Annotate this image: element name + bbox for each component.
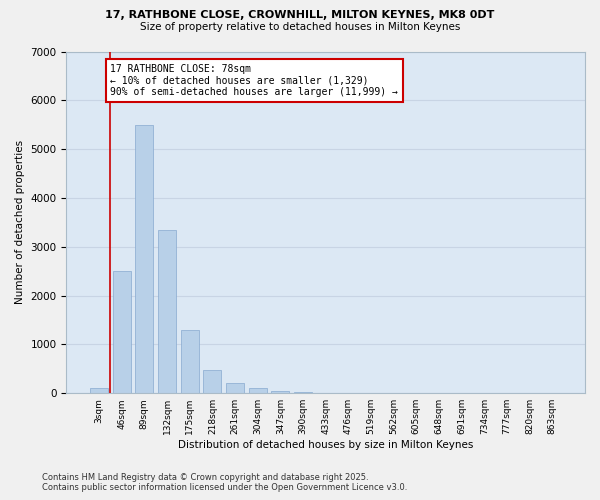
Bar <box>136 124 154 393</box>
Text: Size of property relative to detached houses in Milton Keynes: Size of property relative to detached ho… <box>140 22 460 32</box>
Bar <box>203 370 221 393</box>
Bar <box>181 330 199 393</box>
Text: 17 RATHBONE CLOSE: 78sqm
← 10% of detached houses are smaller (1,329)
90% of sem: 17 RATHBONE CLOSE: 78sqm ← 10% of detach… <box>110 64 398 97</box>
X-axis label: Distribution of detached houses by size in Milton Keynes: Distribution of detached houses by size … <box>178 440 473 450</box>
Text: Contains HM Land Registry data © Crown copyright and database right 2025.
Contai: Contains HM Land Registry data © Crown c… <box>42 473 407 492</box>
Bar <box>158 230 176 393</box>
Y-axis label: Number of detached properties: Number of detached properties <box>15 140 25 304</box>
Bar <box>271 391 289 393</box>
Text: 17, RATHBONE CLOSE, CROWNHILL, MILTON KEYNES, MK8 0DT: 17, RATHBONE CLOSE, CROWNHILL, MILTON KE… <box>106 10 494 20</box>
Bar <box>294 392 312 393</box>
Bar <box>248 388 267 393</box>
Bar <box>90 388 108 393</box>
Bar <box>226 382 244 393</box>
Bar <box>113 271 131 393</box>
